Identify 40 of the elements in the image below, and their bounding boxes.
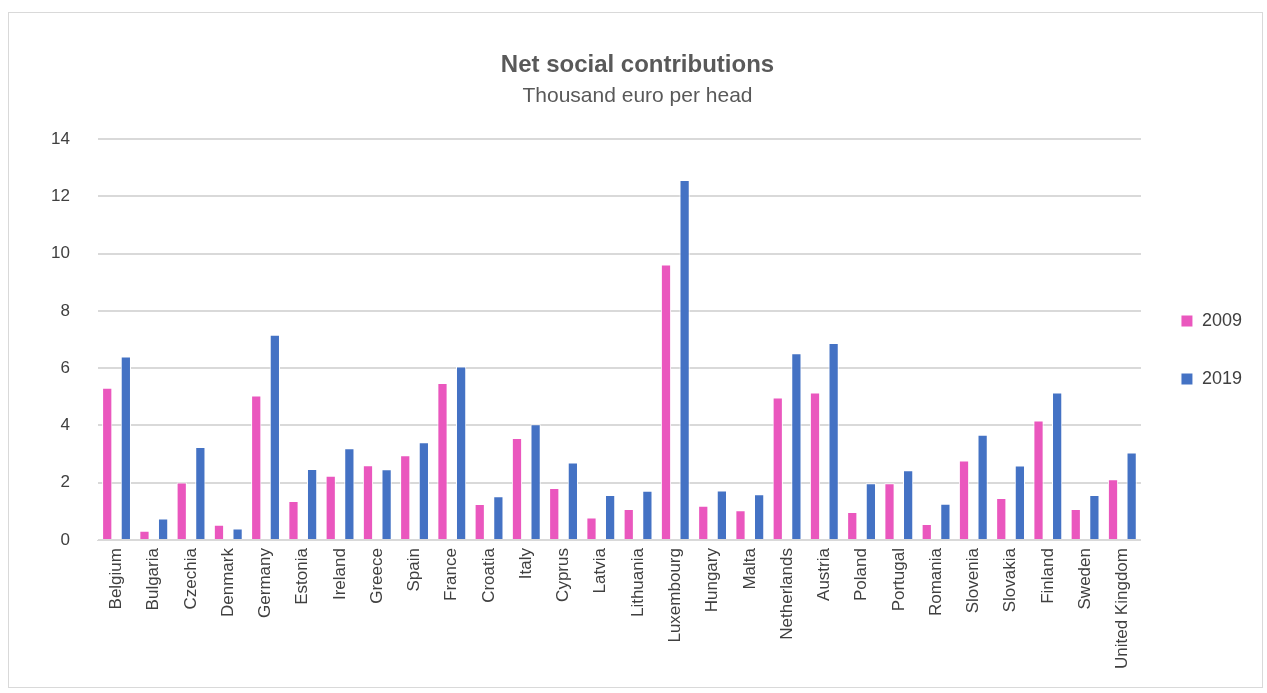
x-tick-label: Netherlands — [776, 548, 796, 640]
x-tick-label: Denmark — [217, 547, 237, 618]
x-tick-label: Portugal — [888, 548, 908, 612]
x-tick-label: Italy — [515, 547, 535, 580]
chart-title: Net social contributions — [500, 50, 775, 78]
x-tick-label: France — [441, 548, 461, 601]
x-tick-label: Romania — [925, 547, 945, 617]
x-tick-label: Latvia — [590, 547, 610, 594]
x-tick-label: Czechia — [180, 547, 200, 610]
y-tick-label: 12 — [50, 185, 70, 205]
x-tick-label: Luxembourg — [665, 548, 684, 643]
legend-label: 2009 — [1201, 309, 1242, 330]
x-tick-label: Lithuania — [627, 547, 647, 618]
x-tick-label: Greece — [366, 548, 386, 604]
x-tick-label: Germany — [255, 547, 275, 618]
x-tick-label: Cyprus — [553, 548, 573, 602]
x-tick-label: Croatia — [478, 547, 498, 603]
chart-subtitle: Thousand euro per head — [522, 83, 753, 107]
y-tick-label: 14 — [50, 128, 70, 148]
x-tick-label: Estonia — [292, 547, 312, 605]
x-tick-label: Poland — [851, 548, 871, 601]
y-tick-label: 10 — [50, 243, 70, 263]
y-tick-label: 2 — [60, 472, 70, 492]
x-tick-label: Sweden — [1074, 548, 1094, 610]
x-tick-label: Bulgaria — [143, 547, 163, 611]
x-tick-label: Belgium — [106, 548, 126, 610]
x-tick-label: Slovenia — [963, 547, 983, 614]
y-tick-label: 0 — [60, 529, 70, 549]
x-tick-label: Ireland — [329, 548, 349, 601]
x-tick-label: Spain — [404, 548, 424, 592]
x-tick-label: Slovakia — [1000, 547, 1020, 613]
y-tick-label: 6 — [60, 357, 70, 377]
x-tick-label: Finland — [1037, 548, 1057, 604]
x-tick-label: Malta — [739, 547, 759, 590]
y-tick-label: 8 — [60, 300, 70, 320]
x-tick-label: United Kingdom — [1112, 548, 1132, 670]
x-tick-label: Hungary — [702, 547, 722, 613]
y-tick-label: 4 — [60, 415, 70, 435]
legend-label: 2019 — [1201, 367, 1242, 388]
x-tick-label: Austria — [814, 547, 834, 601]
